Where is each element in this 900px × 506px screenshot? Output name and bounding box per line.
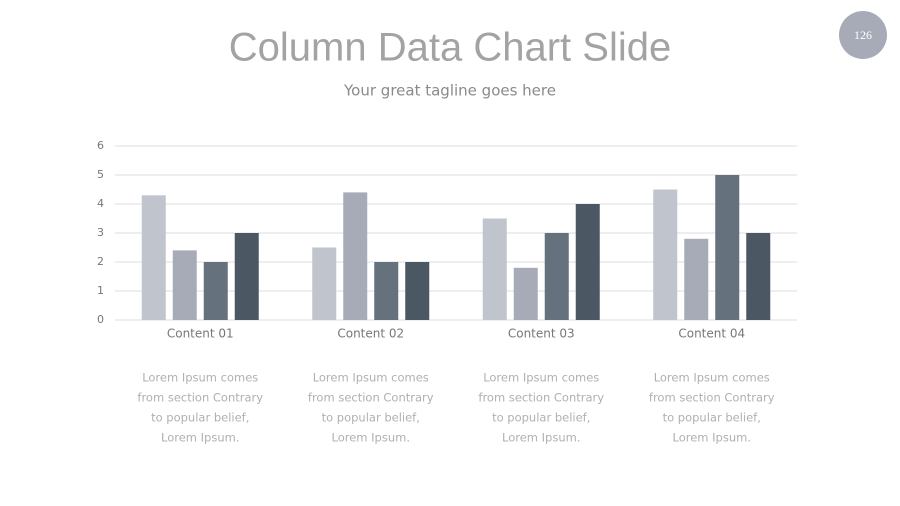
y-tick-label: 2 [97, 255, 104, 268]
caption-line: from section Contrary [137, 391, 263, 405]
bar [715, 175, 740, 320]
subtitle: Your great tagline goes here [343, 82, 556, 100]
bar [234, 233, 259, 320]
caption-line: Lorem Ipsum. [332, 431, 410, 445]
caption-line: Lorem Ipsum comes [313, 371, 429, 385]
x-tick-label: Content 03 [508, 327, 575, 341]
page-number: 126 [854, 28, 872, 42]
bar [203, 262, 228, 320]
bar [513, 267, 538, 320]
caption-line: Lorem Ipsum. [161, 431, 239, 445]
x-tick-label: Content 04 [678, 327, 745, 341]
caption-line: from section Contrary [649, 391, 775, 405]
page-badge [839, 11, 887, 59]
caption-line: Lorem Ipsum comes [483, 371, 599, 385]
chart-title: Column Data Chart Slide [229, 26, 671, 70]
caption-line: Lorem Ipsum comes [142, 371, 258, 385]
caption-line: Lorem Ipsum. [502, 431, 580, 445]
y-tick-label: 6 [97, 139, 104, 152]
caption-line: Lorem Ipsum. [673, 431, 751, 445]
y-tick-label: 3 [97, 226, 104, 239]
bar [482, 218, 507, 320]
caption-line: from section Contrary [478, 391, 604, 405]
bar [374, 262, 399, 320]
bar [575, 204, 600, 320]
caption-line: to popular belief, [492, 411, 590, 425]
bar [544, 233, 569, 320]
y-tick-label: 4 [97, 197, 104, 210]
bar [684, 238, 709, 320]
caption-line: Lorem Ipsum comes [654, 371, 770, 385]
bar [141, 195, 166, 320]
caption-line: from section Contrary [308, 391, 434, 405]
x-tick-label: Content 02 [337, 327, 404, 341]
caption-line: to popular belief, [151, 411, 249, 425]
y-tick-label: 0 [97, 313, 104, 326]
x-tick-label: Content 01 [167, 327, 234, 341]
bar [312, 247, 337, 320]
bar [405, 262, 430, 320]
caption-line: to popular belief, [322, 411, 420, 425]
y-tick-label: 5 [97, 168, 104, 181]
bar [653, 189, 678, 320]
bar [343, 192, 368, 320]
bar [746, 233, 771, 320]
caption-line: to popular belief, [663, 411, 761, 425]
y-tick-label: 1 [97, 284, 104, 297]
bar [172, 250, 197, 320]
